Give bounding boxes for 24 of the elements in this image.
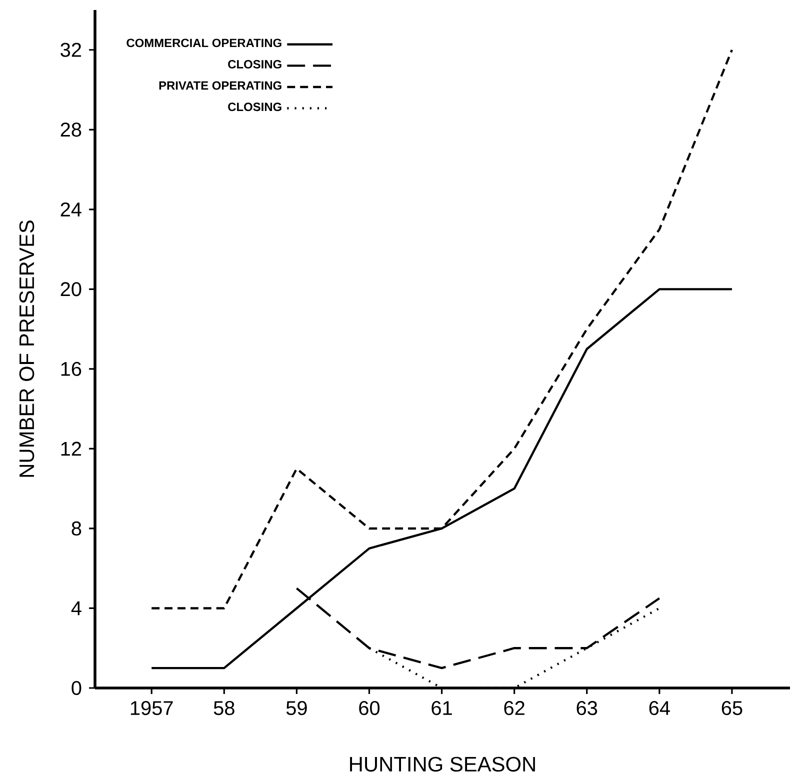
y-tick-label: 24 [60,202,82,216]
y-tick-label: 8 [72,521,82,536]
x-tick-label: 58 [214,701,234,716]
x-tick-label: 62 [504,701,524,716]
y-tick-label: 32 [60,42,81,57]
x-tick-label: 60 [359,701,380,716]
y-tick-label: 16 [61,362,82,376]
legend-label: CLOSING [228,60,282,68]
x-axis-title: HUNTING SEASON [350,756,535,772]
x-tick-label: 1957 [130,701,173,716]
x-tick-label: 59 [286,701,307,716]
y-axis-title: NUMBER OF PRESERVES [19,220,34,477]
legend-label: COMMERCIAL OPERATING [126,38,282,48]
legend-label: PRIVATE OPERATING [159,81,282,90]
x-tick-label: 65 [722,701,742,716]
x-tick-label: 64 [649,701,670,716]
y-tick-label: 0 [72,680,82,696]
y-tick-label: 4 [71,601,82,616]
legend-label: CLOSING [228,102,282,112]
y-tick-label: 12 [61,442,81,456]
y-tick-label: 20 [60,282,82,296]
y-tick-label: 28 [60,122,82,137]
x-tick-label: 63 [576,701,598,716]
x-tick-label: 61 [432,701,452,716]
